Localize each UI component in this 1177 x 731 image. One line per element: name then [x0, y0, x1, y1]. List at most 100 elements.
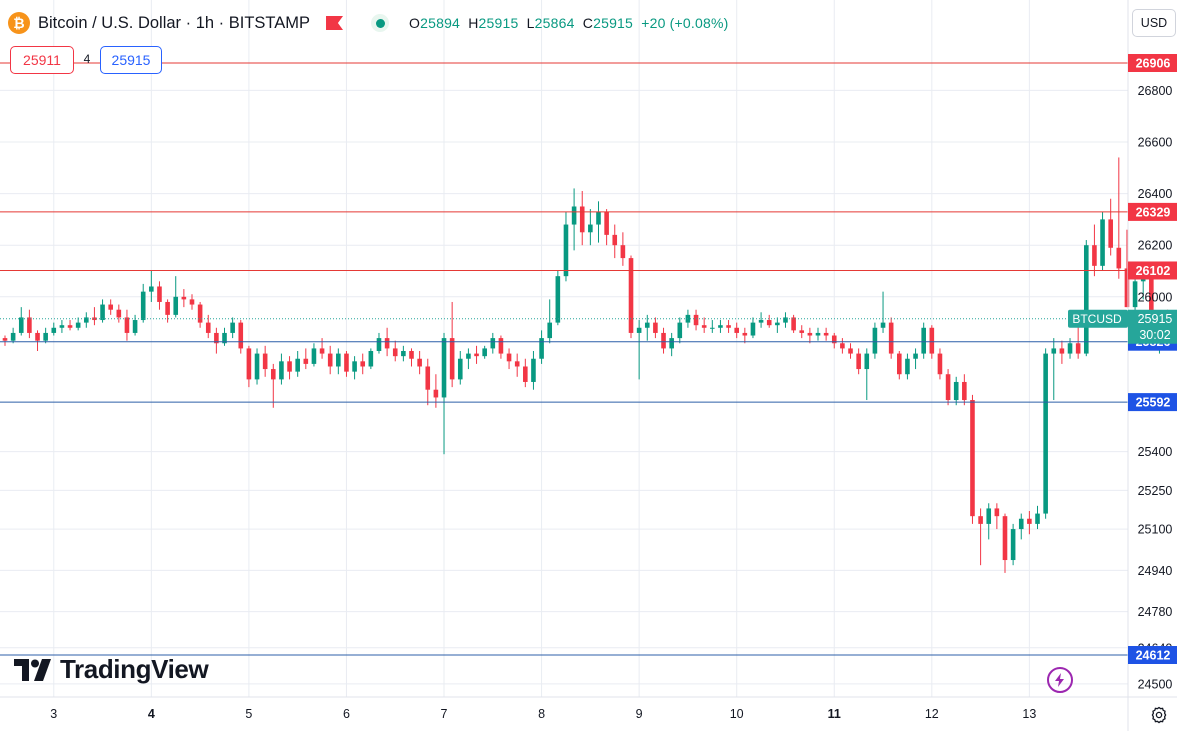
candle-body — [140, 291, 146, 321]
last-price-value: 25915 — [1138, 312, 1173, 326]
high-value: 25915 — [478, 15, 519, 31]
candle-body — [1124, 268, 1130, 308]
candle-body — [734, 327, 739, 333]
watermark-text: TradingView — [60, 654, 209, 684]
candle-body — [831, 335, 837, 344]
candle-body — [376, 338, 382, 351]
candle-body — [1018, 518, 1024, 530]
candle-body — [433, 389, 439, 398]
time-tick-label: 6 — [343, 707, 350, 721]
candle-body — [718, 325, 723, 328]
candle-body — [726, 325, 731, 328]
candle-body — [368, 351, 374, 367]
candle-body — [506, 353, 512, 362]
candle-body — [596, 211, 601, 225]
open-value: 25894 — [420, 15, 461, 31]
candle-body — [579, 206, 585, 233]
candle-body — [449, 338, 455, 380]
candle-body — [970, 400, 975, 517]
candle-body — [636, 327, 642, 333]
candle-body — [848, 348, 853, 354]
candle-body — [994, 508, 1000, 517]
candle-body — [1075, 343, 1081, 354]
candle-body — [1108, 219, 1113, 248]
tradingview-logo-icon — [14, 658, 51, 681]
lightning-icon[interactable] — [1047, 667, 1073, 693]
price-levels — [0, 62, 1128, 656]
candle-body — [189, 299, 195, 305]
candle-body — [783, 317, 788, 323]
price-tags: 269062632926102258262559224612 — [1128, 54, 1177, 664]
candle-body — [523, 366, 528, 382]
candle-body — [628, 258, 634, 333]
candle-body — [888, 322, 894, 354]
flag-icon[interactable] — [326, 16, 344, 30]
candle-body — [571, 206, 577, 225]
price-axis[interactable]: 26800 26600 26400 26200 26000 25400 25250 25100… — [1138, 84, 1173, 692]
candle-body — [67, 325, 73, 328]
level-tag-label: 26329 — [1136, 205, 1171, 219]
time-axis[interactable]: 3 4 5 6 7 8 9 10 11 12 13 — [50, 707, 1036, 721]
candle-body — [441, 338, 447, 398]
candle-body — [1100, 219, 1105, 266]
candle-body — [937, 353, 943, 375]
candle-body — [758, 320, 764, 323]
last-price-label-bg — [1128, 309, 1177, 344]
candle-body — [311, 348, 317, 364]
candle-body — [913, 353, 918, 359]
candle-body — [701, 325, 707, 328]
price-tick-label: 24780 — [1138, 605, 1173, 619]
price-tick-label: 26600 — [1138, 135, 1173, 149]
candle-body — [474, 353, 479, 357]
candle-body — [872, 327, 878, 354]
candle-body — [482, 348, 487, 357]
candle-body — [514, 361, 520, 367]
candle-body — [815, 332, 821, 336]
tradingview-logo[interactable]: TradingView — [14, 654, 209, 685]
candle-body — [327, 353, 333, 367]
level-tag-bg — [1128, 393, 1177, 412]
candle-body — [945, 374, 951, 401]
candle-body — [92, 317, 97, 321]
time-tick-label: 11 — [828, 707, 841, 721]
price-tick-label: 25400 — [1138, 445, 1173, 459]
sell-price-button[interactable]: 25911 — [10, 46, 74, 74]
candle-body — [1035, 513, 1040, 524]
time-tick-label: 7 — [441, 707, 448, 721]
candle-body — [319, 348, 325, 354]
candle-body — [1116, 247, 1122, 269]
candle-body — [864, 353, 870, 370]
price-tick-label: 26800 — [1138, 84, 1173, 98]
currency-button[interactable]: USD — [1132, 9, 1176, 37]
candle-body — [897, 353, 902, 375]
symbol-header[interactable]: ₿ Bitcoin / U.S. Dollar · 1h · BITSTAMP … — [8, 6, 728, 40]
candle-body — [775, 322, 780, 326]
candle-body — [986, 508, 992, 524]
candle-body — [1002, 516, 1008, 561]
candle-body — [555, 276, 561, 323]
candle-body — [173, 296, 179, 315]
candle-body — [392, 348, 398, 357]
candle-body — [59, 325, 65, 328]
candle-body — [539, 338, 544, 359]
candle-body — [588, 224, 593, 233]
bitcoin-icon: ₿ — [8, 12, 30, 34]
candle-body — [409, 351, 414, 359]
candle-body — [612, 234, 618, 246]
time-tick-label: 3 — [50, 707, 57, 721]
settings-icon[interactable] — [1148, 704, 1170, 726]
candle-body — [457, 358, 463, 380]
candle-body — [344, 353, 349, 372]
price-tick-label: 24500 — [1138, 677, 1173, 691]
candle-body — [750, 322, 756, 336]
buy-price-button[interactable]: 25915 — [100, 46, 162, 74]
market-status-icon[interactable] — [371, 14, 390, 32]
time-tick-label: 5 — [245, 707, 252, 721]
candle-body — [279, 361, 284, 380]
price-tick-label: 26000 — [1138, 290, 1173, 304]
candle-body — [921, 327, 926, 354]
symbol-title[interactable]: Bitcoin / U.S. Dollar · 1h · BITSTAMP — [38, 13, 311, 32]
time-tick-label: 12 — [925, 707, 939, 721]
candle-body — [303, 358, 309, 364]
